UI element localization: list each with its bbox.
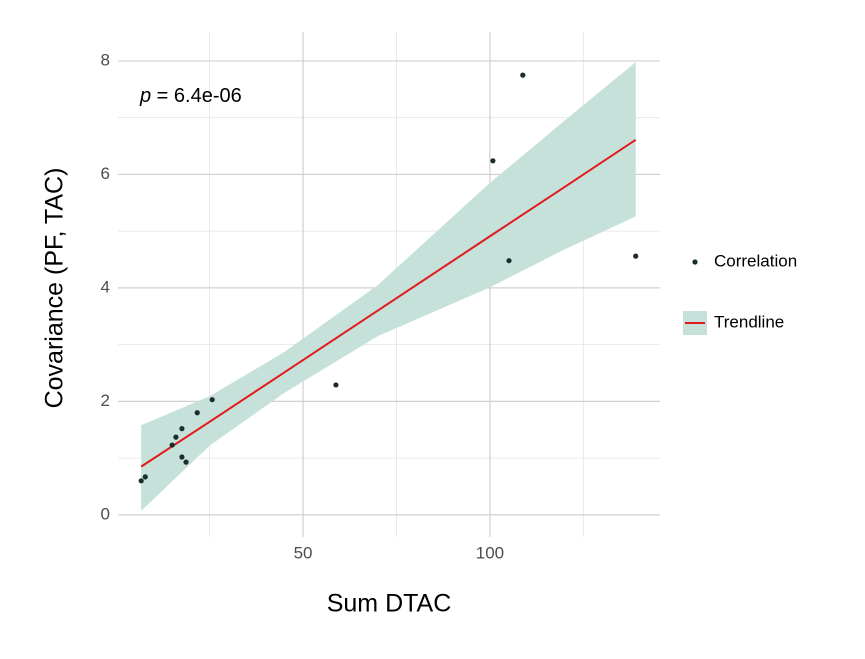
x-axis-title: Sum DTAC xyxy=(327,590,452,618)
point xyxy=(194,410,200,416)
point xyxy=(142,474,148,480)
y-tick-label: 0 xyxy=(101,504,110,523)
point xyxy=(633,253,639,259)
annotation-symbol: p xyxy=(139,85,151,107)
point xyxy=(209,397,215,403)
x-tick-label: 50 xyxy=(294,543,313,562)
point xyxy=(520,72,526,78)
x-tick-label: 100 xyxy=(476,543,504,562)
trendline xyxy=(140,138,637,468)
legend-label: Correlation xyxy=(714,251,797,270)
y-axis-title: Covariance (PF, TAC) xyxy=(41,168,69,409)
point xyxy=(169,442,175,448)
point xyxy=(183,459,189,465)
point xyxy=(179,426,185,432)
legend-key xyxy=(692,259,698,265)
y-tick-label: 2 xyxy=(101,391,110,410)
y-tick-label: 6 xyxy=(101,164,110,183)
y-tick-label: 4 xyxy=(101,277,110,296)
confidence-band xyxy=(141,62,636,511)
point xyxy=(506,258,512,264)
y-tick-label: 8 xyxy=(101,50,110,69)
point xyxy=(138,478,144,484)
point xyxy=(333,382,339,388)
point xyxy=(173,434,179,440)
point xyxy=(490,158,496,164)
annotation-text: = 6.4e-06 xyxy=(151,85,242,107)
annotation: p = 6.4e-06 xyxy=(139,85,242,107)
legend-label: Trendline xyxy=(714,312,784,331)
point xyxy=(179,454,185,460)
